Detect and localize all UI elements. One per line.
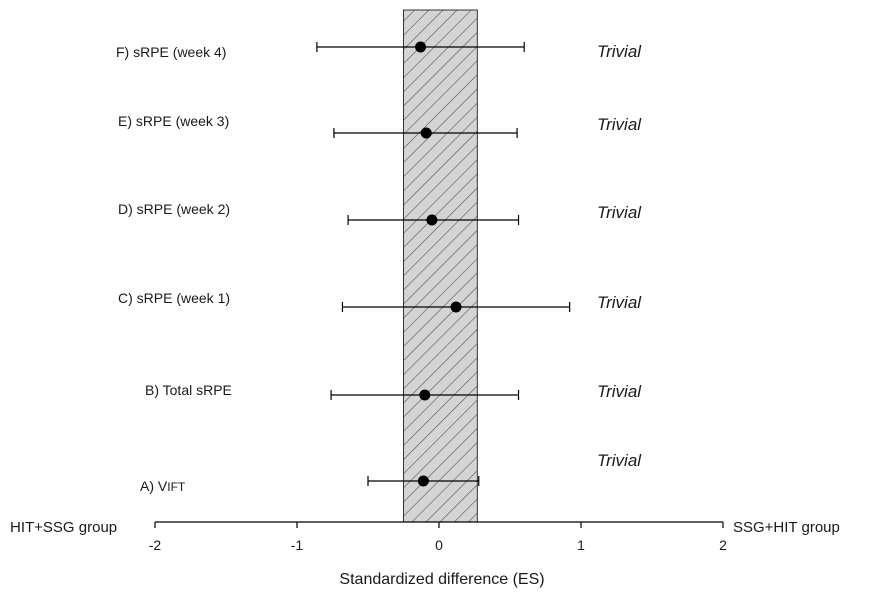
point-estimate xyxy=(426,215,437,226)
x-axis: -2 -1 0 1 2 xyxy=(149,522,727,553)
x-axis-title: Standardized difference (ES) xyxy=(339,571,544,588)
x-tick-label: 1 xyxy=(577,537,585,553)
x-tick-label: -2 xyxy=(149,537,162,553)
x-tick-label: 2 xyxy=(719,537,727,553)
row-label: E) sRPE (week 3) xyxy=(118,113,229,129)
magnitude-label: Trivial xyxy=(597,42,642,61)
point-estimate xyxy=(421,128,432,139)
point-estimate xyxy=(419,390,430,401)
row-label: D) sRPE (week 2) xyxy=(118,201,230,217)
x-tick-label: -1 xyxy=(291,537,304,553)
estimate-row: E) sRPE (week 3) Trivial xyxy=(118,113,642,139)
left-group-label: HIT+SSG group xyxy=(10,519,117,536)
magnitude-label: Trivial xyxy=(597,115,642,134)
estimate-row: C) sRPE (week 1) Trivial xyxy=(118,290,642,313)
row-label: C) sRPE (week 1) xyxy=(118,290,230,306)
trivial-zone-band xyxy=(404,10,478,522)
magnitude-label: Trivial xyxy=(597,203,642,222)
magnitude-label: Trivial xyxy=(597,382,642,401)
estimate-rows: F) sRPE (week 4) Trivial E) sRPE (week 3) T… xyxy=(116,42,642,495)
row-label: B) Total sRPE xyxy=(145,382,232,398)
point-estimate xyxy=(451,302,462,313)
estimate-row: B) Total sRPE Trivial xyxy=(145,382,642,401)
point-estimate xyxy=(418,476,429,487)
row-label: A) VIFT xyxy=(140,478,186,494)
row-label: F) sRPE (week 4) xyxy=(116,44,226,60)
x-tick-label: 0 xyxy=(435,537,443,553)
magnitude-label: Trivial xyxy=(597,451,642,470)
estimate-row: D) sRPE (week 2) Trivial xyxy=(118,201,642,226)
estimate-row: F) sRPE (week 4) Trivial xyxy=(116,42,642,62)
magnitude-label: Trivial xyxy=(597,293,642,312)
estimate-row: A) VIFT Trivial xyxy=(140,451,642,494)
point-estimate xyxy=(415,42,426,53)
right-group-label: SSG+HIT group xyxy=(733,519,840,536)
